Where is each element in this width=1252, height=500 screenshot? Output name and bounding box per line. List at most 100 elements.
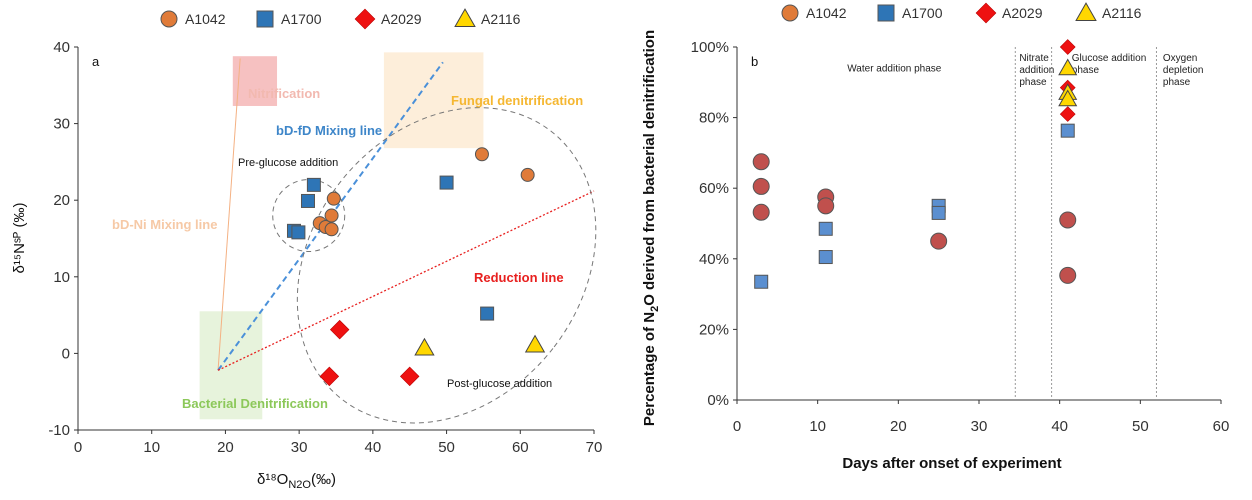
y-tick-label: 80% bbox=[699, 110, 729, 127]
legend-label-a2029: A2029 bbox=[1002, 5, 1043, 21]
group-ellipses bbox=[272, 107, 597, 424]
bd-fd-mixing-line-label: bD-fD Mixing line bbox=[276, 123, 382, 138]
panel-b-x-axis-label: Days after onset of experiment bbox=[842, 455, 1061, 472]
point-a1042 bbox=[817, 197, 835, 215]
point-a1042 bbox=[1059, 266, 1077, 284]
y-tick-label: 100% bbox=[691, 39, 729, 56]
reduction-line-label: Reduction line bbox=[474, 270, 564, 285]
point-a1042 bbox=[1059, 211, 1077, 229]
pre-glucose-label: Pre-glucose addition bbox=[238, 157, 338, 169]
point-a2029 bbox=[1059, 39, 1076, 55]
source-box-2 bbox=[199, 311, 263, 420]
legend-marker-a2029 bbox=[975, 2, 997, 24]
y-tick-label: 0% bbox=[707, 392, 729, 409]
phase-label: Nitrate addition phase bbox=[1019, 53, 1054, 88]
legend-label-a1700: A1700 bbox=[902, 5, 943, 21]
legend-marker-a2029 bbox=[354, 8, 376, 30]
source-boxes bbox=[199, 52, 484, 420]
source-box-1 bbox=[383, 52, 484, 149]
y-tick-label: 10 bbox=[53, 269, 70, 286]
panel-a-y-axis-label: δ¹⁵Nˢᴾ (‰) bbox=[11, 203, 28, 274]
legend-marker-a1042 bbox=[160, 10, 178, 28]
phase-label: Water addition phase bbox=[847, 64, 942, 75]
legend-label-a1700: A1700 bbox=[281, 11, 322, 27]
bd-ni-mixing-line-label: bD-Ni Mixing line bbox=[112, 217, 217, 232]
y-tick-label: 20 bbox=[53, 192, 70, 209]
panel-a-letter: a bbox=[92, 54, 100, 69]
panel-b-y-axis-label: Percentage of N2O derived from bacterial… bbox=[641, 30, 661, 426]
x-tick-label: 60 bbox=[1213, 418, 1230, 435]
point-a1700 bbox=[306, 177, 321, 192]
pre-glucose-ellipse bbox=[272, 179, 346, 253]
point-a1042 bbox=[520, 167, 535, 182]
legend-marker-a1700 bbox=[256, 10, 274, 28]
point-a1700 bbox=[1060, 123, 1075, 138]
phase-lines bbox=[1014, 47, 1157, 400]
post-glucose-ellipse bbox=[296, 107, 597, 424]
x-tick-label: 10 bbox=[809, 418, 826, 435]
x-tick-label: 10 bbox=[143, 439, 160, 456]
point-a1042 bbox=[324, 208, 339, 223]
y-tick-label: 0 bbox=[62, 345, 70, 362]
nitrification-label: Nitrification bbox=[248, 86, 320, 101]
legend-label-a2116: A2116 bbox=[1102, 5, 1142, 21]
point-a2116 bbox=[1058, 89, 1078, 107]
panel-b: 0 10 20 30 40 50 60 0% 20% 40% 60% 80% 100% Water ad… bbox=[641, 2, 1230, 472]
x-tick-label: 60 bbox=[512, 439, 529, 456]
point-a1700 bbox=[818, 221, 833, 236]
point-a2116 bbox=[1058, 58, 1078, 76]
mixing-line-2 bbox=[217, 190, 595, 371]
legend-marker-a2116 bbox=[1075, 2, 1097, 21]
panel-a-x-axis-label: δ¹⁸ON2O(‰) bbox=[257, 471, 336, 491]
legend-label-a2116: A2116 bbox=[481, 11, 521, 27]
point-a2116 bbox=[414, 337, 435, 356]
point-a1042 bbox=[324, 222, 339, 237]
legend-marker-a2116 bbox=[454, 8, 476, 27]
x-tick-label: 70 bbox=[586, 439, 603, 456]
point-a2116 bbox=[524, 334, 546, 353]
y-tick-label: 40 bbox=[53, 39, 70, 56]
panel-a-points bbox=[286, 147, 546, 387]
mixing-line-0 bbox=[217, 58, 241, 371]
point-a1700 bbox=[754, 274, 769, 289]
panel-b-letter: b bbox=[751, 54, 758, 69]
point-a2029 bbox=[1059, 106, 1076, 122]
y-tick-label: -10 bbox=[48, 422, 70, 439]
point-a1042 bbox=[474, 147, 489, 162]
x-tick-label: 50 bbox=[438, 439, 455, 456]
legend-label-a2029: A2029 bbox=[381, 11, 422, 27]
point-a1042 bbox=[752, 203, 770, 221]
point-a2029 bbox=[399, 366, 420, 387]
point-a1042 bbox=[930, 232, 948, 250]
post-glucose-label: Post-glucose addition bbox=[447, 378, 552, 390]
point-a1700 bbox=[931, 205, 946, 220]
x-tick-label: 50 bbox=[1132, 418, 1149, 435]
legend-label-a1042: A1042 bbox=[806, 5, 847, 21]
legend-a: A1042 A1700 A2029 A2116 bbox=[160, 8, 521, 30]
x-tick-label: 0 bbox=[74, 439, 82, 456]
phase-label: Oxygen depletion phase bbox=[1163, 53, 1204, 88]
point-a2029 bbox=[329, 319, 350, 340]
x-tick-label: 40 bbox=[1051, 418, 1068, 435]
point-a1700 bbox=[480, 306, 495, 321]
phase-label: Glucose addition phase bbox=[1072, 53, 1147, 76]
y-tick-label: 20% bbox=[699, 321, 729, 338]
panel-b-points bbox=[752, 39, 1078, 289]
x-tick-label: 20 bbox=[890, 418, 907, 435]
point-a1700 bbox=[300, 193, 315, 208]
point-a1700 bbox=[439, 175, 454, 190]
point-a1700 bbox=[291, 225, 306, 240]
point-a2029 bbox=[319, 366, 340, 387]
point-a1042 bbox=[326, 191, 341, 206]
x-tick-label: 20 bbox=[217, 439, 234, 456]
bacterial-denitrification-label: Bacterial Denitrification bbox=[182, 396, 328, 411]
legend-marker-a1042 bbox=[781, 4, 799, 22]
panel-b-ticks: 0 10 20 30 40 50 60 0% 20% 40% 60% 80% 100% bbox=[691, 39, 1230, 435]
legend-label-a1042: A1042 bbox=[185, 11, 226, 27]
y-tick-label: 40% bbox=[699, 251, 729, 268]
y-tick-label: 30 bbox=[53, 116, 70, 133]
point-a1042 bbox=[752, 177, 770, 195]
